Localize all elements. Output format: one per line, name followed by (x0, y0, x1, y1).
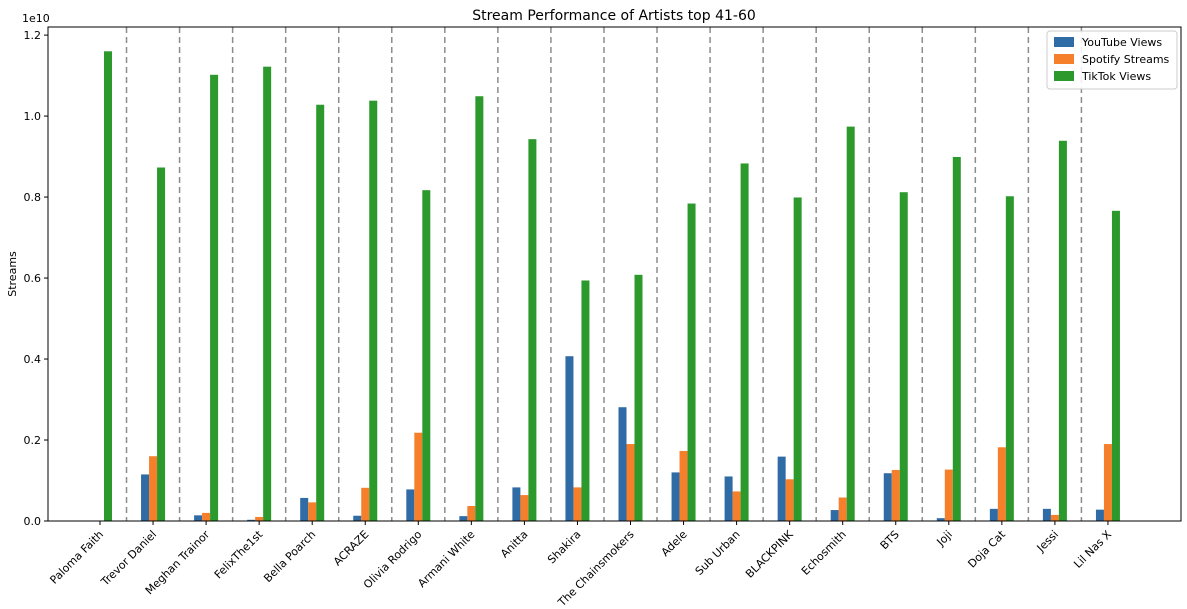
bar-youtube-views (989, 508, 998, 521)
x-tick-label: FelixThe1st (212, 527, 266, 581)
x-tick-label: BTS (878, 528, 902, 552)
bar-youtube-views (1042, 508, 1051, 521)
y-tick-label: 1.2 (24, 29, 42, 42)
category-separators (125, 27, 1083, 521)
bar-spotify-streams (626, 444, 635, 521)
bar-youtube-views (300, 497, 309, 521)
bar-tiktok-views (263, 66, 272, 521)
x-tick-label: Echosmith (799, 528, 849, 578)
bar-spotify-streams (785, 479, 794, 521)
bar-spotify-streams (573, 487, 582, 521)
x-tick-label: Shakira (545, 528, 583, 566)
x-tick-label: Bella Poarch (261, 528, 318, 585)
x-tick-label: Joji (934, 528, 955, 549)
bar-youtube-views (141, 474, 150, 521)
bar-youtube-views (565, 356, 574, 521)
x-tick-label: Paloma Faith (47, 528, 106, 587)
bar-youtube-views (1095, 509, 1104, 521)
bar-tiktok-views (740, 163, 749, 521)
bar-tiktok-views (104, 51, 112, 522)
legend-label: Spotify Streams (1082, 53, 1170, 66)
bar-tiktok-views (528, 139, 537, 521)
bar-tiktok-views (157, 167, 166, 521)
x-tick-label: Jessi (1034, 528, 1061, 555)
x-tick-label: Armani White (415, 528, 477, 590)
bar-youtube-views (406, 489, 415, 521)
bar-tiktok-views (316, 104, 325, 521)
bar-tiktok-views (952, 156, 961, 521)
bar-spotify-streams (308, 502, 317, 521)
bars-group (104, 51, 1120, 522)
bar-tiktok-views (1111, 210, 1120, 521)
bar-tiktok-views (422, 190, 431, 522)
y-tick-label: 0.6 (24, 272, 42, 285)
legend-swatch (1054, 71, 1074, 81)
bar-youtube-views (353, 515, 362, 521)
bar-tiktok-views (1058, 140, 1067, 521)
y-tick-label: 1.0 (24, 110, 42, 123)
bar-spotify-streams (361, 487, 370, 521)
bar-spotify-streams (732, 491, 741, 521)
bar-spotify-streams (891, 469, 900, 521)
plot-frame (47, 26, 1182, 522)
bar-youtube-views (724, 476, 733, 521)
x-tick-label: Anitta (498, 528, 530, 560)
bar-spotify-streams (1050, 514, 1059, 521)
y-tick-label: 0.4 (24, 353, 42, 366)
bar-youtube-views (247, 519, 256, 521)
bar-youtube-views (194, 515, 203, 521)
bar-spotify-streams (997, 447, 1006, 521)
bar-tiktok-views (1005, 196, 1014, 521)
legend-label: TikTok Views (1081, 70, 1151, 83)
y-tick-label: 0.2 (24, 434, 42, 447)
legend-swatch (1054, 54, 1074, 64)
y-axis-label: Streams (6, 251, 19, 297)
x-tick-label: ACRAZE (331, 528, 371, 568)
bar-youtube-views (830, 510, 839, 521)
y-tick-label: 0.8 (24, 191, 42, 204)
bar-tiktok-views (899, 192, 908, 522)
bar-tiktok-views (210, 74, 219, 521)
bar-tiktok-views (475, 96, 484, 522)
y-tick-label: 0.0 (24, 515, 42, 528)
y-axis: 0.0 0.2 0.4 0.6 0.8 1.0 1.2 (24, 29, 48, 528)
x-tick-label: Adele (659, 528, 690, 559)
x-tick-label: Doja Cat (965, 527, 1008, 570)
bar-tiktok-views (793, 197, 802, 521)
bar-spotify-streams (414, 432, 423, 521)
bar-youtube-views (671, 472, 680, 521)
y-axis-scale-label: 1e10 (22, 12, 50, 25)
bar-spotify-streams (202, 512, 211, 521)
legend-swatch (1054, 37, 1074, 47)
bar-youtube-views (883, 473, 892, 521)
bar-youtube-views (459, 516, 468, 521)
legend-box (1046, 30, 1178, 90)
bar-spotify-streams (679, 450, 688, 521)
bar-spotify-streams (944, 469, 953, 521)
chart-title: Stream Performance of Artists top 41-60 (472, 8, 756, 24)
legend-label: YouTube Views (1081, 36, 1162, 49)
bar-spotify-streams (838, 497, 847, 521)
x-tick-label: BLACKPINK (743, 527, 796, 580)
bar-spotify-streams (467, 506, 476, 521)
bar-tiktok-views (581, 280, 590, 521)
bar-spotify-streams (149, 456, 158, 521)
bar-spotify-streams (1103, 444, 1112, 521)
x-tick-label: Sub Urban (693, 528, 743, 578)
x-tick-label: Lil Nas X (1071, 528, 1114, 571)
bar-tiktok-views (846, 126, 855, 521)
bar-tiktok-views (369, 100, 378, 522)
bar-youtube-views (777, 456, 786, 521)
bar-tiktok-views (687, 203, 696, 522)
bar-youtube-views (618, 407, 627, 521)
bar-spotify-streams (255, 516, 264, 521)
bar-tiktok-views (634, 274, 643, 521)
legend: YouTube Views Spotify Streams TikTok Views (1046, 30, 1178, 90)
bar-spotify-streams (520, 495, 529, 521)
bar-youtube-views (936, 518, 945, 521)
bar-youtube-views (512, 487, 521, 521)
